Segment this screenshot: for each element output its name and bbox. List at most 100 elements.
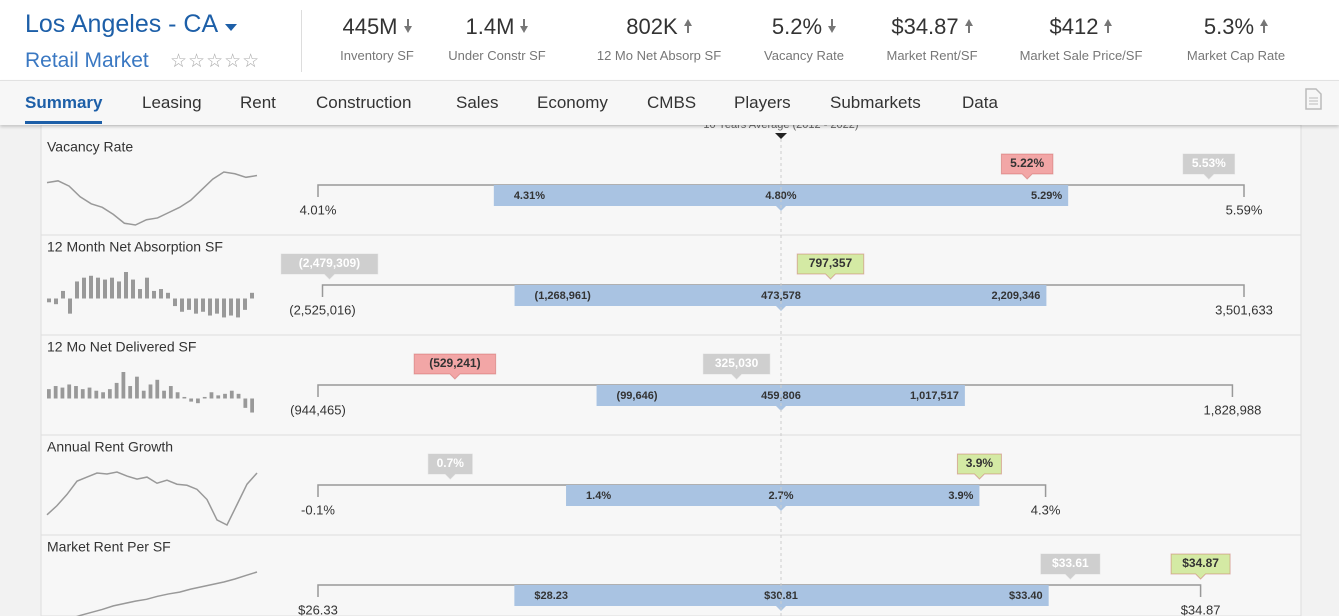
- tab-bar: Summary Leasing Rent Construction Sales Econo…: [0, 80, 1339, 125]
- stat: 1.4M Under Constr SF: [412, 14, 582, 63]
- sparkline-bar: [250, 292, 254, 299]
- sparkline-bar: [250, 398, 254, 413]
- panel-bg: [40, 125, 1302, 616]
- rating-stars[interactable]: ☆☆☆☆☆: [170, 51, 261, 72]
- tab[interactable]: Players: [734, 93, 791, 112]
- range-min-label: $26.33: [298, 602, 338, 616]
- tab[interactable]: Submarkets: [830, 93, 921, 112]
- range-max-label: 1,828,988: [1204, 402, 1262, 417]
- callout: [1170, 553, 1231, 580]
- arrow-shape: [520, 19, 529, 33]
- stat: 445M Inventory SF: [292, 14, 462, 63]
- stat-value: $34.87: [891, 14, 959, 39]
- range-low-label: 4.31%: [514, 190, 545, 202]
- typical-range-bar: [514, 285, 1047, 306]
- sparkline-bar: [47, 389, 51, 399]
- trend-arrow: [683, 19, 692, 33]
- sparkline: [46, 471, 258, 527]
- arrow-shape: [1260, 19, 1269, 33]
- callout: [413, 353, 497, 380]
- dropdown-caret[interactable]: [224, 22, 238, 32]
- stat: $34.87 Market Rent/SF: [847, 14, 1017, 63]
- stat-value: 802K: [626, 14, 678, 39]
- stat-value-row: 5.3%: [1151, 14, 1321, 40]
- sparkline-bar: [209, 392, 214, 399]
- sparkline-bar: [159, 289, 163, 299]
- sparkline-bar: [145, 277, 149, 299]
- sparkline-bar: [138, 289, 142, 299]
- market-title[interactable]: Los Angeles - CA: [25, 10, 238, 39]
- sparkline-bar: [54, 298, 58, 305]
- sparkline-bar: [152, 290, 156, 299]
- arrow-shape: [828, 19, 837, 33]
- sparkline-bar: [135, 376, 139, 399]
- stat-value-row: $412: [996, 14, 1166, 40]
- tab[interactable]: Rent: [240, 93, 276, 112]
- range-min-label: (2,525,016): [289, 302, 356, 317]
- callout-label: 325,030: [715, 356, 759, 370]
- callout-label: 5.53%: [1192, 156, 1226, 170]
- stat-label: Inventory SF: [340, 48, 414, 63]
- callout: [427, 453, 473, 480]
- sparkline-bar: [202, 396, 207, 399]
- average-marker: [776, 206, 786, 211]
- stat-value: 1.4M: [465, 14, 515, 39]
- row-name: 12 Month Net Absorption SF: [47, 239, 223, 255]
- tab[interactable]: Construction: [316, 93, 412, 112]
- stat-label: Vacancy Rate: [764, 48, 844, 63]
- tab[interactable]: CMBS: [647, 93, 697, 112]
- stat-value: 445M: [342, 14, 398, 39]
- sparkline-bar: [82, 277, 86, 299]
- callout-label: 5.22%: [1010, 156, 1044, 170]
- tab[interactable]: Leasing: [142, 93, 202, 112]
- tab[interactable]: Sales: [456, 93, 499, 112]
- trend-arrow: [520, 19, 529, 33]
- average-label: 10 Years Average (2012 - 2022): [703, 125, 858, 131]
- arrow-shape: [403, 19, 412, 33]
- sparkline-bar: [243, 398, 248, 408]
- sparkline-bar: [148, 384, 153, 399]
- arrow-shape: [964, 19, 973, 33]
- stat: $412 Market Sale Price/SF: [996, 14, 1166, 63]
- typical-range-bar: [514, 585, 1049, 606]
- tab[interactable]: Summary: [25, 93, 103, 124]
- sparkline-bar: [236, 298, 240, 318]
- sparkline-bar: [103, 279, 107, 299]
- sparkline-bar: [117, 281, 121, 299]
- divider: [301, 10, 302, 72]
- range-low-label: (1,268,961): [535, 290, 592, 302]
- sparkline: [46, 171, 258, 226]
- tab[interactable]: Data: [962, 93, 998, 112]
- range-low-label: (99,646): [617, 390, 658, 402]
- sparkline-bar: [131, 279, 135, 299]
- typical-range-bar: [596, 385, 965, 406]
- row-name: Annual Rent Growth: [47, 439, 173, 455]
- title-text[interactable]: Los Angeles - CA: [25, 10, 217, 38]
- stat-value-row: 1.4M: [412, 14, 582, 40]
- sparkline-bar: [61, 290, 65, 299]
- sparkline-bar: [173, 298, 177, 307]
- trend-arrow: [1260, 19, 1269, 33]
- callout: [280, 253, 379, 280]
- sparkline-bar: [67, 384, 72, 399]
- sparkline-bar: [194, 298, 198, 314]
- row-name: 12 Mo Net Delivered SF: [47, 339, 196, 355]
- callout-label: $33.61: [1052, 556, 1089, 570]
- sparkline-bar: [229, 298, 233, 316]
- callout-label: 3.9%: [966, 456, 994, 470]
- trend-arrow: [964, 19, 973, 33]
- range-min-label: -0.1%: [301, 502, 335, 517]
- summary-panel: 10 Years Average (2012 - 2022) Vacancy Ra…: [40, 125, 1302, 616]
- stat-value-row: 802K: [574, 14, 744, 40]
- sparkline-bar: [121, 372, 126, 399]
- sparkline-bar: [124, 272, 128, 299]
- range-high-label: 3.9%: [948, 490, 973, 502]
- tab[interactable]: Economy: [537, 93, 608, 112]
- range-high-label: 1,017,517: [910, 390, 959, 402]
- document-icon[interactable]: [1304, 88, 1322, 110]
- stat-label: Under Constr SF: [448, 48, 546, 63]
- stat-value: 5.3%: [1203, 14, 1255, 39]
- callout-label: 797,357: [809, 256, 853, 270]
- sparkline-bar: [47, 298, 51, 303]
